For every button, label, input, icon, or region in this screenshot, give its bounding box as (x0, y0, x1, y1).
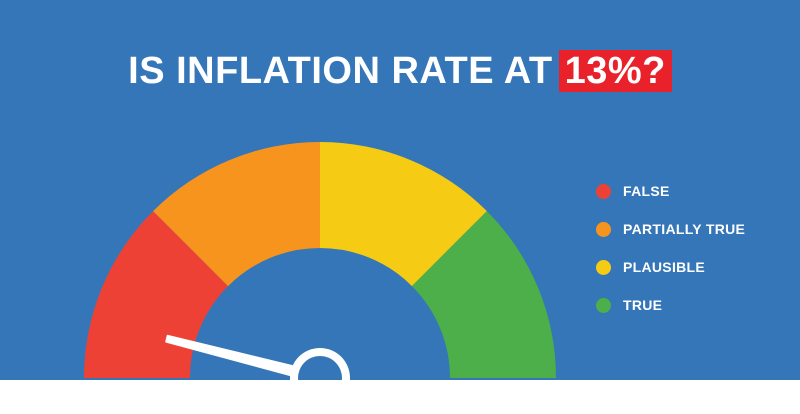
footer-band (0, 380, 800, 414)
legend: FALSE PARTIALLY TRUE PLAUSIBLE TRUE (596, 172, 745, 324)
gauge-segment-plausible (320, 142, 487, 287)
legend-dot-plausible (596, 259, 611, 275)
legend-dot-false (596, 183, 611, 199)
legend-item-partially-true: PARTIALLY TRUE (596, 210, 745, 248)
legend-dot-true (596, 297, 611, 313)
legend-dot-partially-true (596, 221, 611, 237)
legend-label-false: FALSE (623, 183, 670, 199)
legend-item-plausible: PLAUSIBLE (596, 248, 745, 286)
legend-label-true: TRUE (623, 297, 663, 313)
legend-item-true: TRUE (596, 286, 745, 324)
title-highlight: 13%? (558, 50, 672, 92)
gauge-segment-true (411, 211, 556, 378)
gauge-segment-partially-true (153, 142, 320, 287)
page-title: IS INFLATION RATE AT 13%? (0, 50, 800, 93)
legend-label-partially-true: PARTIALLY TRUE (623, 221, 746, 237)
legend-label-plausible: PLAUSIBLE (623, 259, 706, 275)
title-text: IS INFLATION RATE AT (128, 50, 553, 92)
legend-item-false: FALSE (596, 172, 745, 210)
gauge-segment-false (84, 211, 229, 378)
